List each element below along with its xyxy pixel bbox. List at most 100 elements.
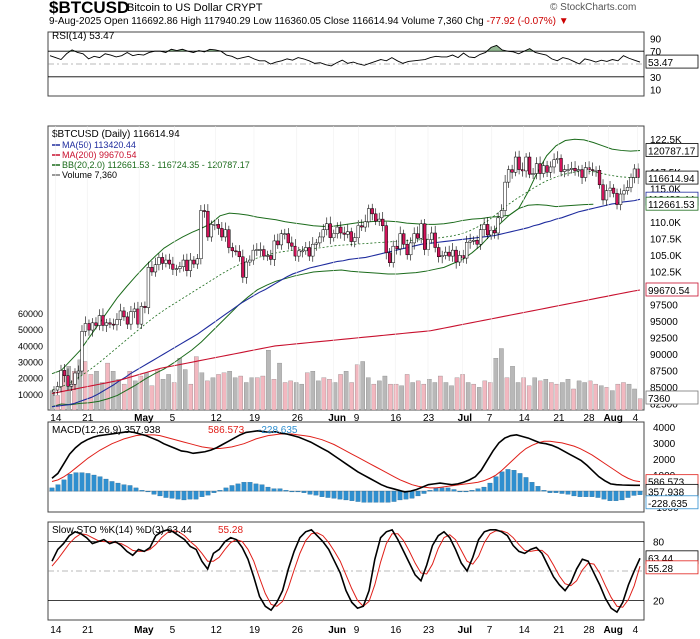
volume-bar xyxy=(526,385,532,411)
candle-body xyxy=(534,163,539,174)
volume-bar xyxy=(160,379,166,411)
candle-body xyxy=(307,247,311,257)
volume-bar xyxy=(560,382,565,411)
macd-histogram-bar xyxy=(457,490,463,493)
price-ytick: 105.0K xyxy=(650,251,682,262)
candle-body xyxy=(381,218,385,226)
stat-volume: 7,360 xyxy=(437,16,463,27)
candle-body xyxy=(276,240,280,246)
candle-body xyxy=(192,259,196,265)
price-legend-item: MA(50) 113420.44 xyxy=(62,140,136,150)
macd-histogram-bar xyxy=(553,490,559,493)
volume-bar xyxy=(88,374,94,411)
volume-bar xyxy=(510,366,515,411)
price-ytick: 85000 xyxy=(650,383,678,394)
macd-histogram-bar xyxy=(175,490,181,500)
candle-body xyxy=(146,267,151,308)
candle-body xyxy=(611,187,616,194)
x-tick-label-bottom: 14 xyxy=(519,625,531,636)
volume-bar xyxy=(216,374,221,411)
macd-histogram-bar xyxy=(583,490,589,497)
rsi-overbought-fill xyxy=(50,45,640,52)
x-tick-label-bottom: Jul xyxy=(458,625,473,636)
candle-body xyxy=(374,213,378,222)
macd-histogram-bar xyxy=(367,490,373,503)
candle-body xyxy=(538,163,542,174)
candle-body xyxy=(108,322,112,325)
macd-histogram-bar xyxy=(253,483,259,492)
candle-body xyxy=(62,370,67,376)
volume-bar xyxy=(543,379,549,411)
price-title: $BTCUSD (Daily) 116614.94 xyxy=(52,129,180,140)
candle-body xyxy=(349,231,353,242)
rsi-panel: RSI(14) 53.47 90 70 30 10 53.47 xyxy=(47,31,699,97)
price-ytick: 107.5K xyxy=(650,234,682,245)
volume-bar xyxy=(232,377,238,411)
stat-low-label: Low xyxy=(253,16,272,27)
x-tick-label: 28 xyxy=(583,413,595,424)
symbol-exchange: CRYPT xyxy=(225,2,263,14)
x-tick-label: 14 xyxy=(519,413,531,424)
candle-body xyxy=(269,255,273,260)
volume-bar xyxy=(182,369,188,411)
candle-body xyxy=(97,315,102,326)
volume-bar xyxy=(338,374,343,411)
candle-body xyxy=(342,232,346,235)
candle-body xyxy=(444,251,448,256)
x-tick-label: Aug xyxy=(603,413,622,424)
candle-body xyxy=(332,233,336,238)
volume-bar xyxy=(127,371,133,411)
candle-body xyxy=(139,306,144,325)
volume-bar xyxy=(166,374,171,411)
volume-bar xyxy=(549,382,554,411)
candle-body xyxy=(178,266,182,269)
x-tick-label: 19 xyxy=(249,413,261,424)
volume-bar xyxy=(443,382,449,411)
candle-body xyxy=(597,170,602,186)
macd-histogram-bar xyxy=(55,484,61,492)
stat-chg: -77.92 (-0.07%) xyxy=(486,16,556,27)
candle-body xyxy=(492,230,497,234)
price-legend-item: Volume 7,360 xyxy=(62,170,117,180)
volume-bar xyxy=(421,383,427,411)
volume-bar xyxy=(305,372,310,411)
x-tick-label: 5 xyxy=(170,413,176,424)
volume-bar xyxy=(321,377,327,411)
candle-body xyxy=(55,386,60,391)
candle-body xyxy=(384,225,388,254)
candle-body xyxy=(220,228,224,238)
candle-body xyxy=(430,232,434,240)
ma200-line xyxy=(51,289,641,395)
volume-bar xyxy=(288,380,293,411)
candle-body xyxy=(318,236,322,244)
macd-histogram-bar xyxy=(541,490,547,492)
candle-body xyxy=(339,226,343,234)
candle-body xyxy=(262,249,266,257)
candle-body xyxy=(468,240,472,243)
candle-body xyxy=(475,240,479,245)
macd-signal-value: 586.573 xyxy=(208,425,245,436)
candle-body xyxy=(517,156,521,170)
stat-low: 116360.05 xyxy=(274,16,321,27)
candle-body xyxy=(409,242,413,256)
price-ytick: 110.0K xyxy=(650,218,681,229)
candle-body xyxy=(388,252,392,263)
candle-body xyxy=(569,168,574,170)
volume-bar xyxy=(587,380,593,411)
price-legend-item: MA(200) 99670.54 xyxy=(62,150,137,160)
macd-histogram-bar xyxy=(349,490,355,501)
candle-body xyxy=(437,247,441,258)
macd-histogram-bar xyxy=(313,490,319,496)
macd-histogram-bar xyxy=(589,490,595,497)
x-tick-label: 23 xyxy=(423,413,435,424)
candle-body xyxy=(458,255,462,263)
volume-bar xyxy=(260,375,266,411)
price-legend-item: BB(20,2.0) 112661.53 - 116724.35 - 12078… xyxy=(62,160,250,170)
volume-bar xyxy=(310,371,316,411)
candle-body xyxy=(300,250,304,253)
candle-body xyxy=(423,223,427,250)
bb-upper-line xyxy=(51,138,641,375)
candle-body xyxy=(590,169,595,171)
candle-body xyxy=(272,240,276,260)
macd-histogram-bar xyxy=(115,482,121,492)
